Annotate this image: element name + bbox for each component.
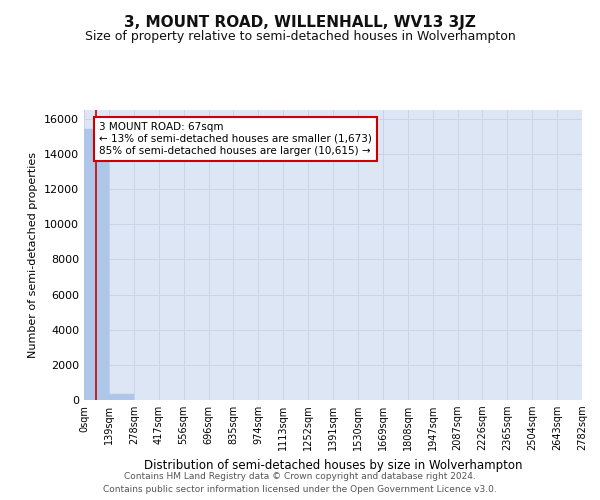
X-axis label: Distribution of semi-detached houses by size in Wolverhampton: Distribution of semi-detached houses by … [144, 459, 522, 472]
Y-axis label: Number of semi-detached properties: Number of semi-detached properties [28, 152, 38, 358]
Bar [109, 394, 134, 400]
Text: Contains public sector information licensed under the Open Government Licence v3: Contains public sector information licen… [103, 484, 497, 494]
Text: 3 MOUNT ROAD: 67sqm
← 13% of semi-detached houses are smaller (1,673)
85% of sem: 3 MOUNT ROAD: 67sqm ← 13% of semi-detach… [99, 122, 372, 156]
Text: 3, MOUNT ROAD, WILLENHALL, WV13 3JZ: 3, MOUNT ROAD, WILLENHALL, WV13 3JZ [124, 15, 476, 30]
Bar [84, 130, 109, 400]
Text: Size of property relative to semi-detached houses in Wolverhampton: Size of property relative to semi-detach… [85, 30, 515, 43]
Text: Contains HM Land Registry data © Crown copyright and database right 2024.: Contains HM Land Registry data © Crown c… [124, 472, 476, 481]
